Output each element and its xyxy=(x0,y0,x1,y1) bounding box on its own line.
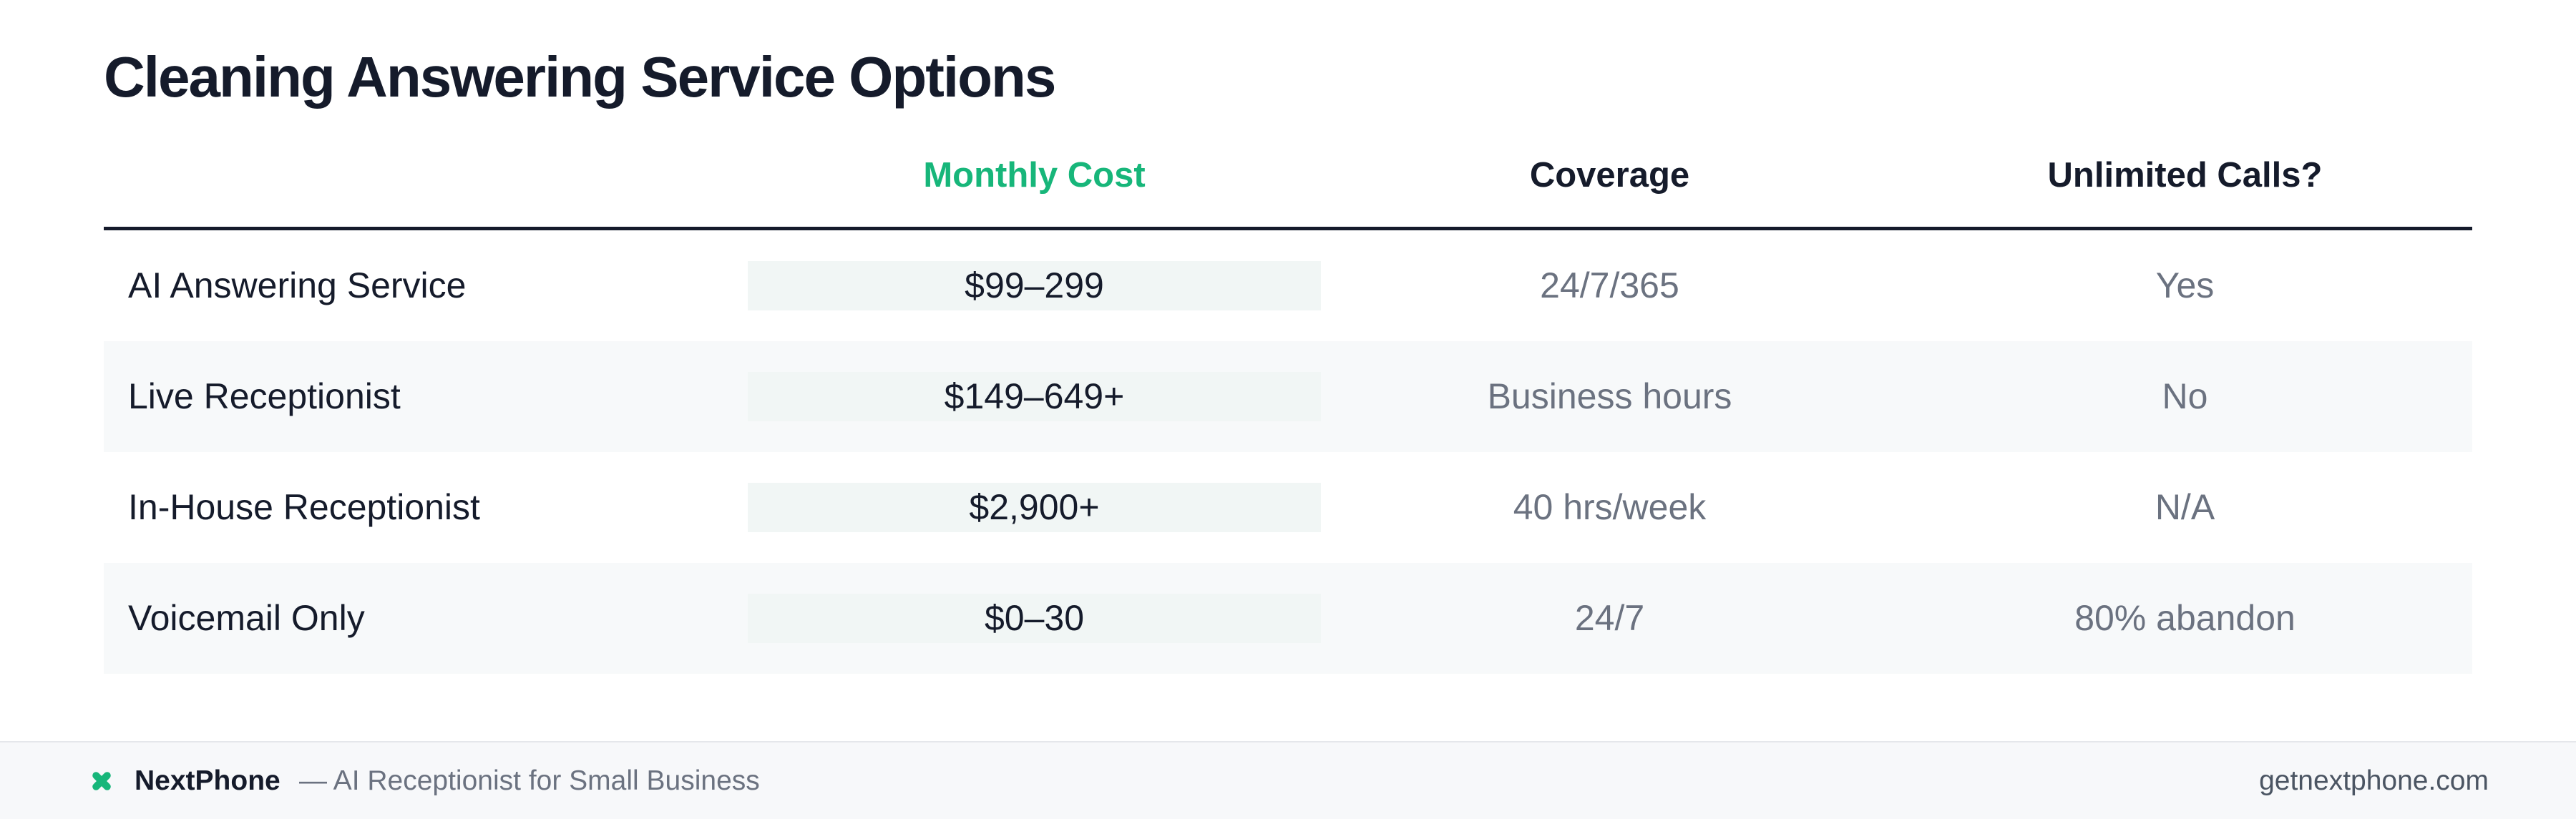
row-label: Live Receptionist xyxy=(128,376,401,416)
table-row: Live Receptionist $149–649+ Business hours… xyxy=(104,341,2472,452)
column-header: Monthly Cost xyxy=(923,156,1146,195)
table-cell: Business hours xyxy=(1487,376,1732,416)
table-row: AI Answering Service $99–299 24/7/365 Yes xyxy=(104,230,2472,341)
table-cell: No xyxy=(2162,376,2208,416)
brand-name: NextPhone xyxy=(135,765,280,796)
table-cell: $0–30 xyxy=(984,598,1085,638)
table-cell: Yes xyxy=(2155,265,2215,305)
row-label: AI Answering Service xyxy=(128,265,467,305)
table-cell: $2,900+ xyxy=(969,487,1100,527)
table-cell: 24/7/365 xyxy=(1540,265,1679,305)
row-label: Voicemail Only xyxy=(128,598,365,638)
column-header: Coverage xyxy=(1529,156,1690,195)
table-row: In-House Receptionist $2,900+ 40 hrs/week N… xyxy=(104,452,2472,563)
brand-tagline: — AI Receptionist for Small Business xyxy=(299,765,760,796)
table-cell: 40 hrs/week xyxy=(1513,487,1707,527)
table-cell: $99–299 xyxy=(965,265,1104,305)
cost-highlight xyxy=(748,483,1321,532)
table-cell: 24/7 xyxy=(1574,598,1645,638)
site-url[interactable]: getnextphone.com xyxy=(2259,765,2489,796)
cost-highlight xyxy=(748,261,1321,310)
row-label: In-House Receptionist xyxy=(128,487,480,527)
brand-icon xyxy=(92,772,111,790)
column-header: Unlimited Calls? xyxy=(2047,156,2323,195)
page-title: Cleaning Answering Service Options xyxy=(104,45,1056,109)
table-cell: $149–649+ xyxy=(944,376,1125,416)
cost-highlight xyxy=(748,594,1321,643)
table-header: Monthly Cost Coverage Unlimited Calls? xyxy=(104,143,2472,230)
table-row: Voicemail Only $0–30 24/7 80% abandon xyxy=(104,563,2472,674)
footer: NextPhone — AI Receptionist for Small Bu… xyxy=(0,741,2576,819)
comparison-table: Monthly Cost Coverage Unlimited Calls? AI … xyxy=(104,143,2472,674)
table-cell: N/A xyxy=(2155,487,2215,527)
table-cell: 80% abandon xyxy=(2074,598,2296,638)
cost-highlight xyxy=(748,372,1321,421)
